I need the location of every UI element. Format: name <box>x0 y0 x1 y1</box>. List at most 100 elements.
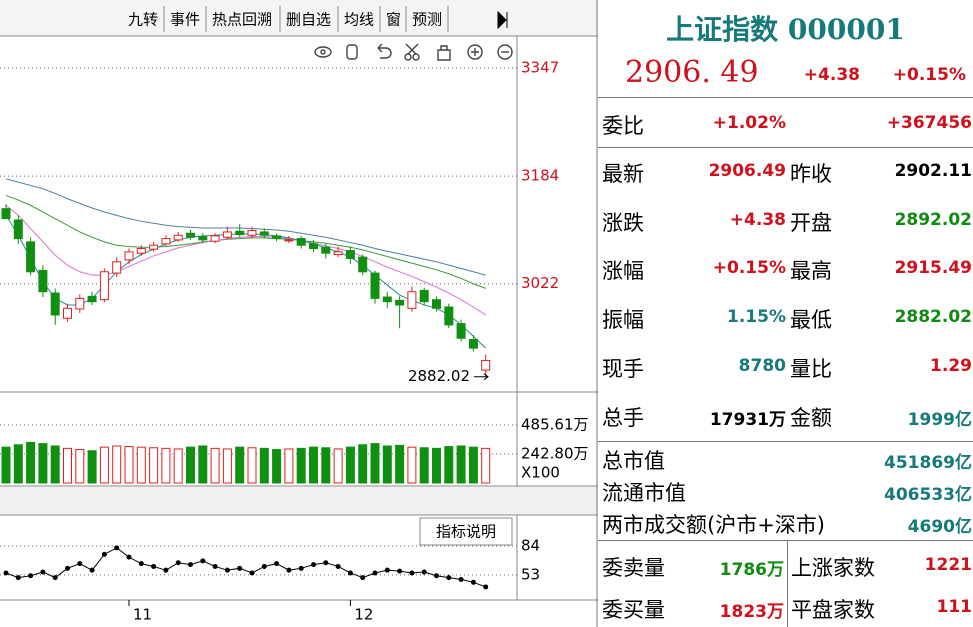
indicator-dot <box>397 568 403 574</box>
indicator-button[interactable] <box>419 517 513 546</box>
candle-body <box>136 248 146 254</box>
candle-body <box>161 238 171 245</box>
volume-bar <box>309 446 318 484</box>
indicator-dot <box>40 569 46 575</box>
toolbar-tab[interactable]: 热点回溯 <box>212 11 272 29</box>
volume-bar <box>198 445 208 484</box>
indicator-dot <box>311 562 316 568</box>
candle-body <box>50 292 60 316</box>
candle-body <box>272 235 282 240</box>
volume-bar <box>87 450 97 484</box>
indicator-dot <box>212 563 218 569</box>
toolbar-tab[interactable]: 九转 <box>128 11 158 29</box>
indicator-dot <box>126 554 132 560</box>
volume-bar <box>370 443 380 484</box>
row-label: 委买量 <box>602 598 665 622</box>
row-label: 最高 <box>790 259 832 284</box>
indicator-dot <box>261 563 267 569</box>
row-label: 振幅 <box>602 308 644 333</box>
volume-bar <box>468 446 478 484</box>
indicator-dot <box>372 570 378 576</box>
row-value: 2882.02 <box>894 307 972 328</box>
row-label: 两市成交额(沪市+深市) <box>602 513 825 537</box>
volume-bar <box>112 445 122 484</box>
volume-bar <box>247 447 257 484</box>
volume-bar <box>444 446 454 484</box>
volume-bar <box>149 447 159 484</box>
volume-bar <box>50 445 60 484</box>
row-value: 2902.11 <box>894 161 972 181</box>
row-label: 流通市值 <box>602 481 686 505</box>
indicator-dot <box>114 545 120 551</box>
row-label: 总市值 <box>602 449 665 473</box>
volume-bar <box>395 444 405 484</box>
toolbar-tab[interactable]: 均线 <box>344 11 374 29</box>
low-marker: 2882.02 <box>408 367 470 385</box>
volume-bar <box>124 446 134 484</box>
indicator-line <box>5 547 486 588</box>
row-value: 1.29 <box>930 355 972 376</box>
indicator-dot <box>286 567 292 573</box>
row-value: +4.38 <box>729 209 786 230</box>
x-tick-label: 12 <box>354 606 373 624</box>
candle-body <box>235 230 245 236</box>
y-tick-label: 3184 <box>521 167 559 185</box>
volume-bar <box>210 447 220 484</box>
candle-body <box>407 291 417 309</box>
indicator-dot <box>421 569 427 575</box>
low-arrow <box>474 373 489 381</box>
candle-body <box>333 251 343 256</box>
candle-body <box>395 299 405 306</box>
row-value: +1.02% <box>712 113 786 133</box>
tool-icons <box>314 43 513 61</box>
toolbar-tab[interactable]: 预测 <box>412 11 442 29</box>
row-value: 406533亿 <box>884 485 972 505</box>
indicator-dot <box>175 560 181 566</box>
indicator-dot <box>65 565 70 571</box>
row-value: 8780 <box>738 355 786 376</box>
last-price: 2906. 49 <box>625 55 759 90</box>
indicator-dot <box>434 573 439 579</box>
indicator-dot <box>138 561 144 567</box>
toolbar-tab[interactable]: 事件 <box>170 11 200 29</box>
toolbar-tab[interactable]: 窗 <box>386 11 401 29</box>
indicator-dot <box>409 570 415 576</box>
volume-bar <box>38 443 48 484</box>
indicator-dot <box>89 567 95 573</box>
quote-title: 上证指数 000001 <box>666 13 905 46</box>
volume-bar <box>235 446 245 484</box>
row-label: 昨收 <box>790 162 832 186</box>
volume-bar <box>13 444 23 484</box>
candle-body <box>370 272 380 299</box>
candle-body <box>468 339 478 349</box>
indicator-dot <box>52 575 58 581</box>
row-value: 17931万 <box>709 409 786 430</box>
row-value: +0.15% <box>712 258 786 279</box>
indicator-dot <box>384 567 390 573</box>
indicator-button-label[interactable]: 指标说明 <box>436 523 496 541</box>
row-label: 最新 <box>602 162 644 186</box>
toolbar-arrow <box>497 10 508 30</box>
row-label: 平盘家数 <box>791 598 875 622</box>
row-label: 最低 <box>790 308 832 333</box>
candle-body <box>99 271 109 301</box>
row-value: +367456 <box>886 113 972 133</box>
row-value: 1999亿 <box>907 409 972 430</box>
indicator-dot <box>163 567 169 573</box>
indicator-dot <box>28 573 34 579</box>
toolbar-tab[interactable]: 删自选 <box>286 11 331 29</box>
candle-body <box>259 231 269 236</box>
candle-body <box>456 323 466 339</box>
y-tick-label: 84 <box>521 536 540 554</box>
y-tick-label: 53 <box>521 565 540 583</box>
indicator-dot <box>224 567 230 573</box>
candle-body <box>321 246 331 254</box>
candle-body <box>358 256 368 273</box>
chart-area: 指标说明 九转 事件 热点回溯 删自选 均线窗预测 3347 3184 3022 2882.02… <box>0 0 598 627</box>
candle-body <box>75 297 85 310</box>
candle-body <box>38 269 48 293</box>
row-label: 上涨家数 <box>791 556 875 580</box>
indicator-dot <box>335 563 341 569</box>
moving-average <box>5 204 486 316</box>
candle-body <box>26 241 36 273</box>
